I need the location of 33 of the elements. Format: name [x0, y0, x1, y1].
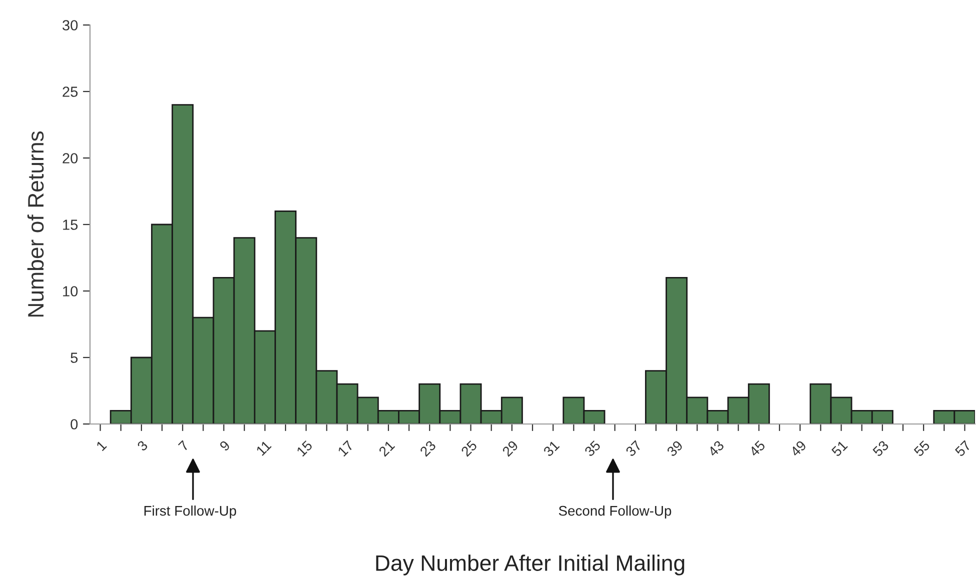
x-tick-label: 23: [419, 440, 436, 457]
x-tick-label: 43: [707, 440, 725, 458]
y-tick-label: 20: [62, 153, 78, 164]
x-tick-label: 9: [219, 440, 231, 452]
x-tick-label: 55: [913, 440, 930, 458]
y-tick-label: 10: [63, 286, 78, 296]
x-axis-title: Day Number After Initial Mailing: [376, 554, 684, 576]
y-tick-label: 5: [70, 352, 78, 363]
x-tick-label: 45: [748, 440, 766, 458]
text: Second Follow-Up: [558, 506, 672, 518]
y-tick-label: 15: [63, 220, 78, 230]
x-tick-label: 35: [584, 440, 602, 458]
x-tick-label: 21: [378, 440, 396, 457]
y-tick-label: 30: [62, 20, 78, 30]
x-tick-label: 17: [337, 440, 354, 457]
x-tick-label: 31: [542, 440, 560, 458]
x-tick-label: 57: [954, 440, 972, 458]
y-tick-label: 0: [70, 419, 78, 430]
y-tick-label: 25: [62, 86, 78, 97]
x-tick-label: 49: [790, 440, 807, 458]
x-tick-label: 51: [831, 440, 848, 458]
x-tick-label: 37: [625, 440, 642, 458]
x-tick-label: 53: [872, 440, 890, 458]
text: First Follow-Up: [144, 506, 236, 518]
x-tick-label: 3: [136, 440, 148, 452]
x-tick-label: 1: [96, 440, 107, 452]
x-tick-label: 11: [256, 440, 272, 456]
x-tick-label: 7: [178, 440, 190, 452]
x-tick-label: 39: [666, 440, 684, 458]
x-tick-label: 25: [460, 440, 478, 457]
x-tick-label: 29: [502, 440, 519, 457]
y-axis-title: Number of Returns: [27, 131, 44, 317]
x-tick-label: 15: [296, 440, 313, 457]
